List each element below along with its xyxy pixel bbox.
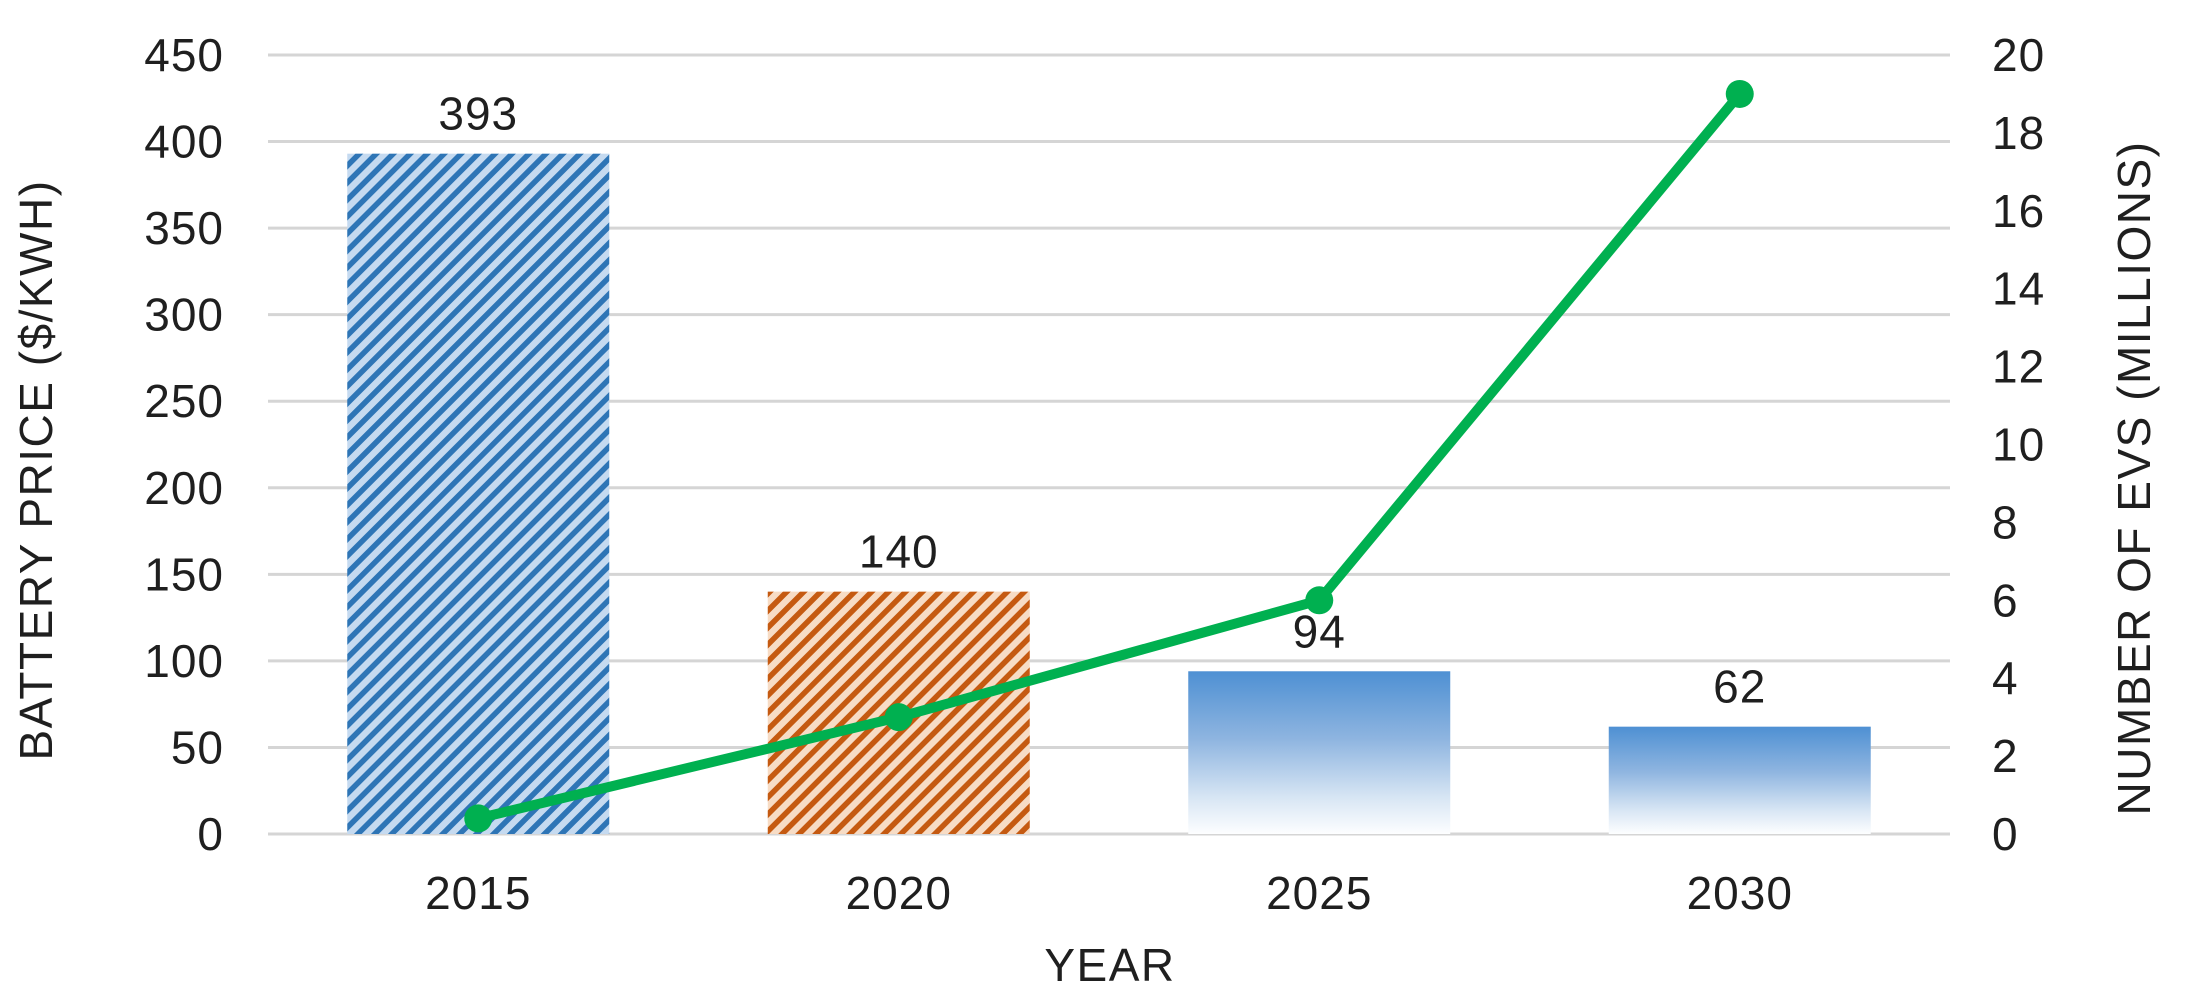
ev-line-series <box>464 79 1754 833</box>
x-tick-label-2015: 2015 <box>425 867 531 919</box>
right-axis-tick-14: 14 <box>1992 263 2045 315</box>
left-axis-tick-0: 0 <box>197 808 224 860</box>
left-axis-tick-400: 400 <box>144 116 224 168</box>
right-axis-tick-10: 10 <box>1992 419 2045 471</box>
ev-line-marker-2030 <box>1725 79 1754 108</box>
right-axis-tick-4: 4 <box>1992 652 2019 704</box>
right-axis-tick-8: 8 <box>1992 496 2019 548</box>
bar-value-label-2030: 62 <box>1713 661 1766 713</box>
right-axis-tick-6: 6 <box>1992 574 2019 626</box>
bar-2025 <box>1188 671 1451 834</box>
right-axis-tick-20: 20 <box>1992 29 2045 81</box>
bar-value-label-2015: 393 <box>438 88 518 140</box>
x-axis-title: YEAR <box>1044 939 1175 991</box>
data-labels: 393 140 94 62 <box>438 88 1766 713</box>
ev-line <box>473 88 1745 824</box>
left-axis-tick-50: 50 <box>171 721 224 773</box>
left-axis-tick-350: 350 <box>144 202 224 254</box>
right-axis-tick-16: 16 <box>1992 185 2045 237</box>
left-axis-tick-150: 150 <box>144 548 224 600</box>
ev-line-marker-2020 <box>884 703 913 732</box>
left-axis-tick-300: 300 <box>144 289 224 341</box>
x-tick-label-2020: 2020 <box>846 867 952 919</box>
bar-2015 <box>347 153 610 834</box>
right-axis-tick-12: 12 <box>1992 341 2045 393</box>
bar-value-label-2025: 94 <box>1293 605 1346 657</box>
left-axis-tick-100: 100 <box>144 635 224 687</box>
axis-tick-labels: 2015 2020 2025 2030050100150200250300350400… <box>144 29 2045 919</box>
bar-value-label-2020: 140 <box>859 526 939 578</box>
x-tick-label-2030: 2030 <box>1687 867 1793 919</box>
y-axis-left-title: BATTERY PRICE ($/KWH) <box>10 179 62 760</box>
ev-line-marker-2025 <box>1305 586 1334 615</box>
left-axis-tick-200: 200 <box>144 462 224 514</box>
right-axis-tick-0: 0 <box>1992 808 2019 860</box>
left-axis-tick-250: 250 <box>144 375 224 427</box>
bar-2030 <box>1608 726 1871 834</box>
bar-series <box>347 153 1871 834</box>
right-axis-tick-18: 18 <box>1992 107 2045 159</box>
y-axis-right-title: NUMBER OF EVS (MILLIONS) <box>2108 141 2160 816</box>
x-tick-label-2025: 2025 <box>1266 867 1372 919</box>
right-axis-tick-2: 2 <box>1992 730 2019 782</box>
left-axis-tick-450: 450 <box>144 29 224 81</box>
ev-line-marker-2015 <box>464 804 493 833</box>
